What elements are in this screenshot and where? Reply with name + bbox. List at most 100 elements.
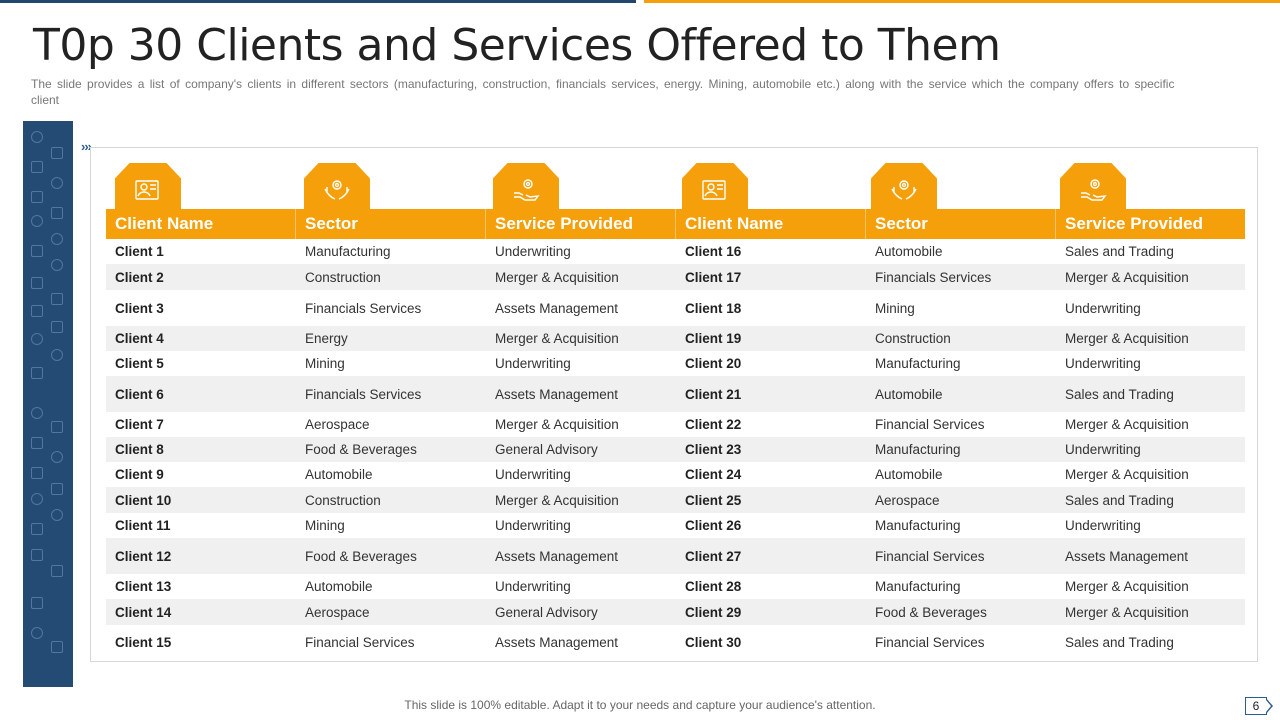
service-cell: Underwriting [495, 467, 571, 482]
document-icon [31, 305, 43, 317]
service-cell: General Advisory [495, 442, 598, 457]
sector-cell: Aerospace [875, 492, 940, 508]
client-name-cell: Client 21 [685, 386, 742, 402]
sector-cell: Financials Services [305, 386, 422, 402]
service-cell: Assets Management [495, 386, 619, 402]
service-cell: Underwriting [1065, 442, 1141, 457]
sector-cell: Financials Services [305, 300, 422, 316]
document-icon [31, 467, 43, 479]
table-row: Client 6 Financials Services Assets Manage… [106, 376, 1245, 412]
service-cell: Assets Management [495, 548, 619, 564]
header-badge [115, 163, 181, 211]
client-name-cell: Client 28 [685, 579, 742, 594]
people-icon [51, 233, 63, 245]
client-name-cell: Client 16 [685, 244, 742, 259]
service-cell: Sales and Trading [1065, 492, 1174, 508]
sector-cell: Food & Beverages [305, 442, 417, 457]
search-icon [31, 627, 43, 639]
table-row: Client 5 Mining Underwriting Client 20 Manuf… [106, 351, 1245, 376]
sector-cell: Financial Services [875, 548, 985, 564]
document-icon [31, 191, 43, 203]
search-icon [31, 215, 43, 227]
client-name-cell: Client 6 [115, 386, 164, 402]
document-icon [31, 277, 43, 289]
people-icon [31, 407, 43, 419]
sector-cell: Manufacturing [875, 356, 961, 371]
client-name-cell: Client 22 [685, 417, 742, 432]
document-icon [51, 293, 63, 305]
client-name-cell: Client 7 [115, 417, 164, 432]
client-name-cell: Client 25 [685, 492, 742, 508]
service-cell: Merger & Acquisition [495, 492, 619, 508]
document-icon [31, 549, 43, 561]
sector-cell: Construction [875, 331, 951, 346]
service-cell: General Advisory [495, 604, 598, 620]
client-name-cell: Client 9 [115, 467, 164, 482]
client-name-cell: Client 5 [115, 356, 164, 371]
service-cell: Underwriting [1065, 356, 1141, 371]
document-icon [51, 321, 63, 333]
column-header: Client Name [676, 209, 866, 239]
header-badge [304, 163, 370, 211]
client-name-cell: Client 13 [115, 579, 172, 594]
document-icon [51, 147, 63, 159]
service-cell: Merger & Acquisition [1065, 269, 1189, 285]
table-body: Client 1 Manufacturing Underwriting Client … [106, 239, 1245, 659]
header-badge [682, 163, 748, 211]
table-row: Client 10 Construction Merger & Acquisitio… [106, 487, 1245, 513]
client-name-cell: Client 29 [685, 604, 742, 620]
sector-cell: Food & Beverages [305, 548, 417, 564]
sector-cell: Mining [875, 300, 915, 316]
column-header: Service Provided [486, 209, 676, 239]
client-name-cell: Client 30 [685, 634, 742, 650]
sector-cell: Financial Services [875, 634, 985, 650]
table-row: Client 1 Manufacturing Underwriting Client … [106, 239, 1245, 264]
header-badge [493, 163, 559, 211]
client-name-cell: Client 17 [685, 269, 742, 285]
document-icon [51, 641, 63, 653]
client-name-cell: Client 14 [115, 604, 172, 620]
service-cell: Assets Management [495, 300, 619, 316]
service-cell: Merger & Acquisition [1065, 604, 1189, 620]
client-name-cell: Client 19 [685, 331, 742, 346]
table-row: Client 7 Aerospace Merger & Acquisition Cli… [106, 412, 1245, 437]
sector-cell: Automobile [875, 467, 943, 482]
people-icon [31, 131, 43, 143]
decorative-side-strip [23, 121, 73, 687]
document-icon [31, 161, 43, 173]
document-icon [31, 597, 43, 609]
sector-cell: Construction [305, 492, 381, 508]
table-row: Client 15 Financial Services Assets Manage… [106, 625, 1245, 659]
hand-gear-icon [1081, 179, 1107, 201]
building-icon [31, 245, 43, 257]
document-icon [31, 437, 43, 449]
column-header: Client Name [106, 209, 296, 239]
page-arrow-icon-inner [1266, 700, 1271, 712]
service-cell: Underwriting [495, 518, 571, 533]
sector-cell: Mining [305, 518, 345, 533]
table-row: Client 13 Automobile Underwriting Client 28… [106, 574, 1245, 599]
client-name-cell: Client 4 [115, 331, 164, 346]
sector-cell: Financial Services [305, 634, 415, 650]
sector-cell: Construction [305, 269, 381, 285]
chevrons-icon: ››› [81, 139, 92, 154]
service-cell: Merger & Acquisition [495, 269, 619, 285]
service-cell: Underwriting [495, 579, 571, 594]
service-cell: Merger & Acquisition [1065, 467, 1189, 482]
sector-cell: Manufacturing [875, 518, 961, 533]
search-icon [31, 493, 43, 505]
sector-cell: Manufacturing [875, 579, 961, 594]
client-name-cell: Client 20 [685, 356, 742, 371]
service-cell: Underwriting [495, 356, 571, 371]
service-cell: Merger & Acquisition [1065, 417, 1189, 432]
sector-cell: Mining [305, 356, 345, 371]
page-number: 6 [1245, 697, 1267, 715]
hands-gear-icon [324, 180, 350, 200]
people-icon [51, 451, 63, 463]
sector-cell: Automobile [875, 244, 943, 259]
sector-cell: Financials Services [875, 269, 992, 285]
service-cell: Merger & Acquisition [495, 417, 619, 432]
people-icon [51, 259, 63, 271]
service-cell: Sales and Trading [1065, 244, 1174, 259]
slide-title: T0p 30 Clients and Services Offered to T… [33, 20, 1001, 71]
